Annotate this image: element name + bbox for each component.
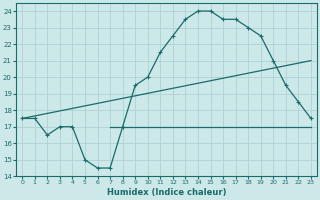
X-axis label: Humidex (Indice chaleur): Humidex (Indice chaleur)	[107, 188, 226, 197]
